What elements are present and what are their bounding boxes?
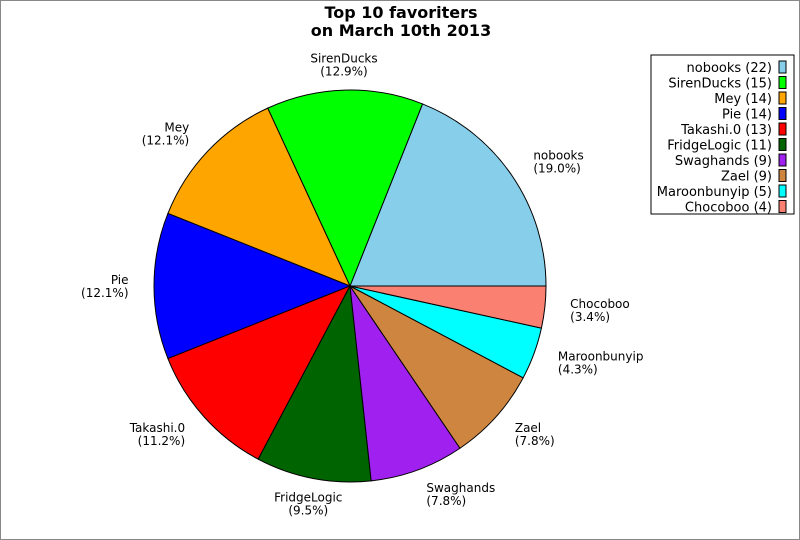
pie-slice-pie xyxy=(153,212,352,360)
slice-percent-label: (7.8%) xyxy=(426,494,466,508)
legend-box xyxy=(650,54,795,215)
slice-percent-label: (12.1%) xyxy=(81,286,128,300)
legend-swatch xyxy=(778,169,787,182)
pie-slice-takashi-0 xyxy=(167,285,352,460)
pie-slice-zael xyxy=(349,285,524,449)
slice-label: Maroonbunyip xyxy=(558,349,644,363)
pie-slice-fridgelogic xyxy=(257,284,372,483)
slice-label: Swaghands xyxy=(426,481,495,495)
slice-label: SirenDucks xyxy=(310,52,377,66)
chart-title-line-1: Top 10 favoriters xyxy=(324,3,477,22)
slice-label: Pie xyxy=(111,273,129,287)
legend-label: Chocoboo (4) xyxy=(685,201,772,216)
slice-percent-label: (9.5%) xyxy=(288,504,328,518)
legend-swatch xyxy=(778,107,787,120)
slice-percent-label: (7.8%) xyxy=(515,434,555,448)
legend-label: Swaghands (9) xyxy=(675,154,772,169)
slice-label: Mey xyxy=(164,121,189,135)
legend-label: SirenDucks (15) xyxy=(668,77,772,92)
legend-label: FridgeLogic (11) xyxy=(667,139,772,154)
legend-label: Zael (9) xyxy=(721,170,772,185)
pie-slice-nobooks xyxy=(349,103,547,287)
slice-percent-label: (12.9%) xyxy=(320,65,367,79)
slice-percent-label: (19.0%) xyxy=(533,162,580,176)
slice-label: nobooks xyxy=(533,149,583,163)
legend-swatch xyxy=(778,153,787,167)
slice-percent-label: (3.4%) xyxy=(570,310,610,324)
legend-swatch xyxy=(778,184,787,198)
legend-label: Mey (14) xyxy=(714,92,772,107)
slice-percent-label: (4.3%) xyxy=(558,362,598,376)
chart-title-line-2: on March 10th 2013 xyxy=(311,21,491,40)
pie-slice-swaghands xyxy=(349,285,461,482)
slice-label: Takashi.0 xyxy=(129,421,185,435)
legend-swatch xyxy=(778,60,787,74)
legend-swatch xyxy=(778,138,787,151)
legend-label: nobooks (22) xyxy=(687,61,772,76)
legend-label: Pie (14) xyxy=(722,108,772,123)
legend-swatch xyxy=(778,91,787,105)
slice-label: FridgeLogic xyxy=(274,491,342,505)
pie-slice-sirenducks xyxy=(267,89,424,288)
legend-swatch xyxy=(778,122,787,136)
legend-swatch xyxy=(778,76,787,89)
pie-slice-mey xyxy=(167,107,351,287)
slice-percent-label: (11.2%) xyxy=(138,434,185,448)
pie-slice-chocoboo xyxy=(349,285,547,329)
slice-label: Zael xyxy=(515,421,541,435)
legend-swatch xyxy=(778,200,787,213)
slice-percent-label: (12.1%) xyxy=(142,134,189,148)
slice-label: Chocoboo xyxy=(570,297,630,311)
legend-label: Maroonbunyip (5) xyxy=(657,185,772,200)
legend-label: Takashi.0 (13) xyxy=(680,123,772,138)
